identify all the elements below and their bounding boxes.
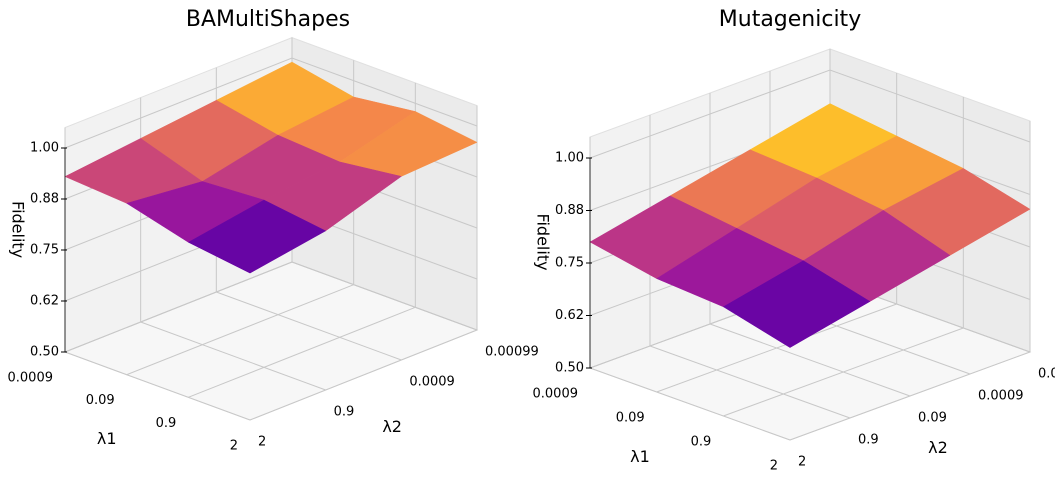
y-tick-label: 0.00099 — [1038, 367, 1055, 382]
z-axis-label: Fidelity — [534, 213, 553, 270]
z-tick-label: 0.62 — [555, 308, 584, 323]
grid-line — [709, 93, 911, 397]
y-tick-label: 0.0009 — [409, 375, 455, 390]
z-tick-label: 1.00 — [30, 141, 59, 156]
x-tick-label: 0.09 — [86, 393, 115, 408]
subplot: 0.50 0.62 0.75 0.88 1.00 0.0009 0.09 0.9 2 2 0.9 0.… — [533, 7, 1055, 474]
y-tick-label: 0.0009 — [978, 389, 1024, 404]
x-tick-label: 0.09 — [616, 411, 645, 426]
surface-patch — [187, 199, 327, 274]
x-axis-label: λ1 — [97, 429, 117, 448]
x-tick-label: 2 — [230, 439, 238, 454]
z-tick-label: 0.88 — [30, 192, 59, 207]
chart-title: Mutagenicity — [719, 7, 861, 32]
z-tick-label: 0.50 — [30, 345, 59, 360]
y-tick-label: 0.09 — [918, 411, 947, 426]
x-tick-label: 0.9 — [156, 416, 177, 431]
y-axis-label: λ2 — [382, 417, 402, 436]
z-tick-label: 0.75 — [30, 243, 59, 258]
x-tick-label: 0.9 — [691, 435, 712, 450]
y-tick-label: 0.9 — [334, 405, 355, 420]
z-tick-label: 0.88 — [555, 203, 584, 218]
y-tick-label: 0.00099 — [485, 345, 539, 360]
x-axis-label: λ1 — [630, 447, 650, 466]
chart-title: BAMultiShapes — [186, 7, 350, 32]
surface-patch — [722, 260, 871, 348]
y-tick-label: 2 — [798, 455, 806, 470]
z-tick-label: 1.00 — [555, 151, 584, 166]
y-axis-label: λ2 — [928, 438, 948, 457]
x-tick-label: 2 — [770, 459, 778, 474]
y-tick-label: 0.9 — [858, 433, 879, 448]
grid-line — [649, 115, 851, 419]
x-tick-label: 0.0009 — [8, 371, 54, 386]
z-tick-label: 0.62 — [30, 294, 59, 309]
subplot: 0.50 0.62 0.75 0.88 1.00 0.0009 0.09 0.9 2 2 0.9 0.… — [8, 7, 539, 454]
z-axis-label: Fidelity — [9, 201, 28, 258]
y-tick-label: 2 — [258, 435, 266, 450]
z-tick-label: 0.50 — [555, 361, 584, 376]
z-tick-label: 0.75 — [555, 256, 584, 271]
x-tick-label: 0.0009 — [533, 387, 579, 402]
